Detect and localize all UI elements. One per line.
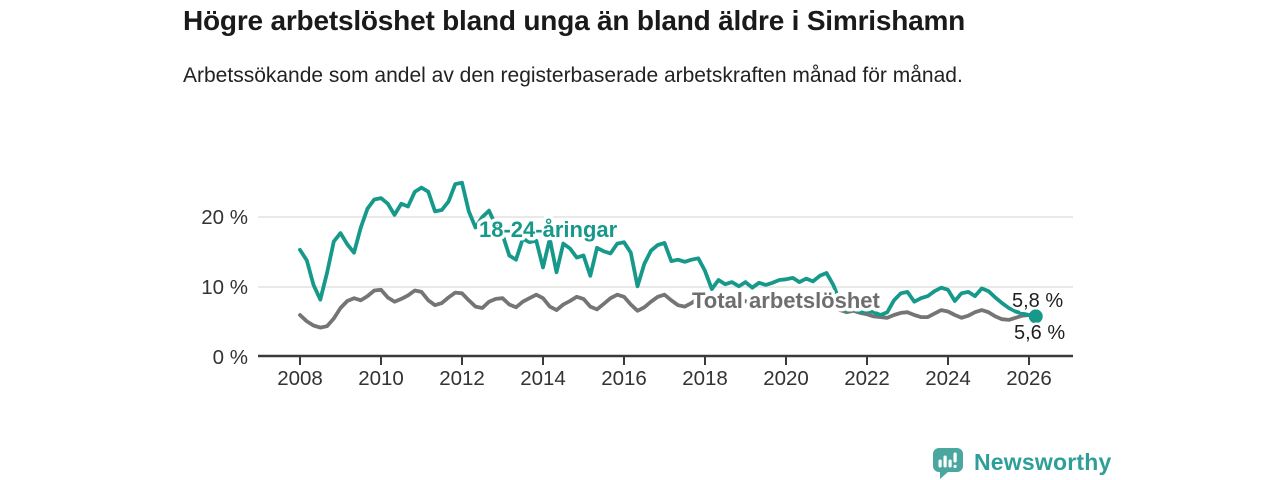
end-value-label-total: 5,6 % <box>1014 322 1065 344</box>
x-tick-label: 2008 <box>277 367 323 390</box>
series-line-total <box>298 287 1038 330</box>
chart-header: Högre arbetslöshet bland unga än bland ä… <box>183 4 1083 91</box>
y-tick-label: 10 % <box>201 276 248 299</box>
x-tick-label: 2016 <box>601 367 647 390</box>
end-value-label-youth: 5,8 % <box>1012 290 1063 312</box>
x-tick-label: 2010 <box>358 367 404 390</box>
x-tick-label: 2018 <box>682 367 728 390</box>
x-tick-label: 2020 <box>763 367 809 390</box>
chart-subtitle: Arbetssökande som andel av den registerb… <box>183 64 963 87</box>
chart-title: Högre arbetslöshet bland unga än bland ä… <box>183 5 966 36</box>
y-tick-label: 20 % <box>201 206 248 229</box>
newsworthy-logo-text: Newsworthy <box>974 448 1112 475</box>
x-tick-label: 2024 <box>925 367 971 390</box>
bar-chart-speech-bubble-icon <box>933 448 963 479</box>
x-tick-label: 2014 <box>520 367 566 390</box>
y-tick-label: 0 % <box>213 346 248 369</box>
series-end-dot <box>1028 309 1043 324</box>
series-line-youth <box>298 180 1038 319</box>
newsworthy-logo: Newsworthy <box>931 445 1111 479</box>
series-label-total: Total arbetslöshet <box>692 288 881 313</box>
x-tick-label: 2012 <box>439 367 485 390</box>
x-tick-label: 2022 <box>844 367 890 390</box>
x-tick-label: 2026 <box>1006 367 1052 390</box>
series-label-youth: 18-24-åringar <box>479 217 618 242</box>
